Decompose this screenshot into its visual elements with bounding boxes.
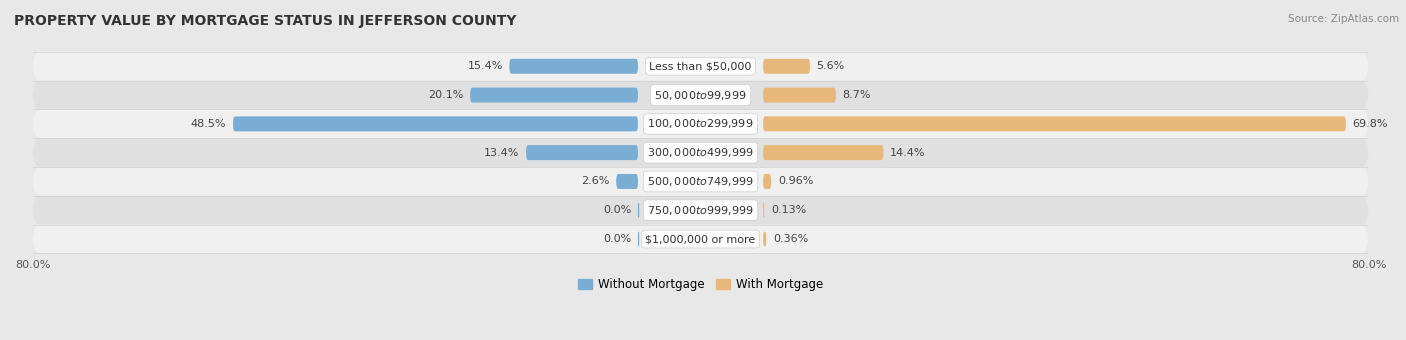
- Text: 69.8%: 69.8%: [1353, 119, 1388, 129]
- FancyBboxPatch shape: [32, 81, 1368, 109]
- FancyBboxPatch shape: [509, 59, 638, 74]
- FancyBboxPatch shape: [32, 110, 1368, 138]
- FancyBboxPatch shape: [763, 232, 766, 246]
- Text: 8.7%: 8.7%: [842, 90, 870, 100]
- FancyBboxPatch shape: [616, 174, 638, 189]
- FancyBboxPatch shape: [763, 59, 810, 74]
- Text: 15.4%: 15.4%: [467, 61, 503, 71]
- Text: 0.36%: 0.36%: [773, 234, 808, 244]
- Text: 20.1%: 20.1%: [427, 90, 464, 100]
- Text: $750,000 to $999,999: $750,000 to $999,999: [647, 204, 754, 217]
- Text: 13.4%: 13.4%: [484, 148, 519, 158]
- Text: 0.96%: 0.96%: [778, 176, 813, 186]
- FancyBboxPatch shape: [32, 138, 1368, 167]
- FancyBboxPatch shape: [32, 225, 1368, 253]
- Text: PROPERTY VALUE BY MORTGAGE STATUS IN JEFFERSON COUNTY: PROPERTY VALUE BY MORTGAGE STATUS IN JEF…: [14, 14, 516, 28]
- FancyBboxPatch shape: [763, 88, 835, 103]
- FancyBboxPatch shape: [32, 52, 1368, 80]
- FancyBboxPatch shape: [526, 145, 638, 160]
- Text: $300,000 to $499,999: $300,000 to $499,999: [647, 146, 754, 159]
- FancyBboxPatch shape: [32, 167, 1368, 196]
- Text: $50,000 to $99,999: $50,000 to $99,999: [654, 88, 747, 102]
- FancyBboxPatch shape: [233, 116, 638, 131]
- FancyBboxPatch shape: [32, 196, 1368, 224]
- FancyBboxPatch shape: [763, 116, 1346, 131]
- Text: Less than $50,000: Less than $50,000: [650, 61, 752, 71]
- Legend: Without Mortgage, With Mortgage: Without Mortgage, With Mortgage: [572, 274, 828, 296]
- Text: 14.4%: 14.4%: [890, 148, 925, 158]
- Text: $1,000,000 or more: $1,000,000 or more: [645, 234, 755, 244]
- Text: 2.6%: 2.6%: [581, 176, 610, 186]
- FancyBboxPatch shape: [470, 88, 638, 103]
- Text: $500,000 to $749,999: $500,000 to $749,999: [647, 175, 754, 188]
- FancyBboxPatch shape: [763, 145, 883, 160]
- Text: 0.0%: 0.0%: [603, 205, 631, 215]
- Text: 5.6%: 5.6%: [817, 61, 845, 71]
- Text: 48.5%: 48.5%: [191, 119, 226, 129]
- Text: 0.13%: 0.13%: [770, 205, 806, 215]
- Text: Source: ZipAtlas.com: Source: ZipAtlas.com: [1288, 14, 1399, 23]
- Text: 0.0%: 0.0%: [603, 234, 631, 244]
- FancyBboxPatch shape: [763, 174, 772, 189]
- Text: $100,000 to $299,999: $100,000 to $299,999: [647, 117, 754, 130]
